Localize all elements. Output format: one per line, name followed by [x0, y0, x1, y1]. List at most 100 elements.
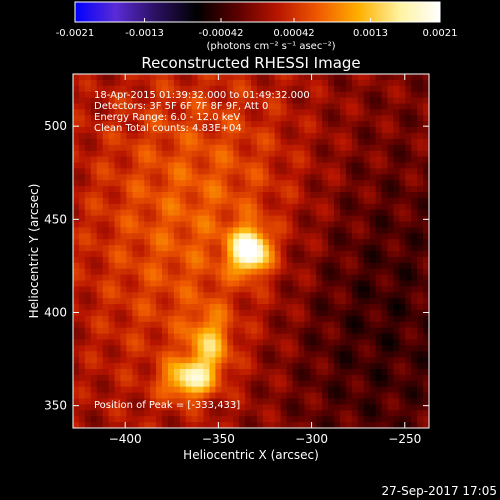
heatmap-cell — [399, 85, 406, 93]
heatmap-cell — [399, 97, 406, 104]
heatmap-cell — [298, 85, 305, 93]
heatmap-cell — [78, 292, 86, 299]
heatmap-cell — [268, 227, 276, 234]
heatmap-cell — [90, 227, 98, 234]
heatmap-cell — [156, 180, 163, 187]
heatmap-cell — [191, 197, 198, 205]
heatmap-cell — [345, 251, 353, 258]
heatmap-cell — [233, 221, 240, 228]
heatmap-cell — [351, 192, 359, 199]
heatmap-cell — [102, 416, 109, 423]
heatmap-cell — [304, 215, 311, 222]
heatmap-cell — [256, 162, 264, 169]
heatmap-cell — [114, 85, 121, 93]
heatmap-cell — [108, 351, 115, 358]
heatmap-cell — [351, 150, 359, 157]
heatmap-cell — [96, 197, 104, 205]
heatmap-cell — [245, 85, 252, 93]
heatmap-cell — [73, 156, 80, 163]
heatmap-cell — [310, 410, 317, 417]
heatmap-cell — [399, 298, 406, 305]
heatmap-cell — [203, 192, 210, 199]
heatmap-cell — [120, 321, 127, 329]
heatmap-cell — [292, 268, 299, 275]
heatmap-cell — [209, 315, 216, 323]
heatmap-cell — [387, 369, 394, 376]
heatmap-cell — [90, 138, 98, 146]
heatmap-cell — [150, 416, 157, 423]
heatmap-cell — [310, 251, 317, 258]
heatmap-cell — [268, 357, 276, 364]
heatmap-cell — [215, 292, 222, 299]
heatmap-cell — [387, 404, 394, 411]
heatmap-cell — [363, 416, 371, 423]
heatmap-cell — [245, 74, 252, 81]
heatmap-cell — [251, 121, 258, 128]
heatmap-cell — [340, 380, 347, 388]
heatmap-cell — [345, 327, 353, 334]
heatmap-cell — [173, 392, 181, 399]
heatmap-cell — [197, 192, 204, 199]
heatmap-cell — [84, 150, 92, 157]
heatmap-cell — [310, 197, 317, 205]
heatmap-cell — [298, 203, 305, 211]
heatmap-cell — [399, 345, 406, 352]
heatmap-cell — [209, 339, 216, 346]
heatmap-cell — [108, 239, 115, 246]
heatmap-cell — [340, 203, 347, 211]
heatmap-cell — [304, 97, 311, 104]
heatmap-cell — [286, 404, 293, 411]
heatmap-cell — [227, 262, 234, 270]
heatmap-cell — [114, 103, 121, 110]
heatmap-cell — [280, 321, 287, 329]
heatmap-cell — [191, 74, 198, 81]
heatmap-cell — [328, 345, 335, 352]
heatmap-cell — [90, 363, 98, 370]
heatmap-cell — [381, 192, 388, 199]
heatmap-cell — [292, 251, 299, 258]
heatmap-cell — [108, 115, 115, 122]
heatmap-cell — [268, 369, 276, 376]
heatmap-cell — [375, 315, 382, 323]
heatmap-cell — [239, 416, 246, 423]
heatmap-cell — [328, 374, 335, 382]
heatmap-cell — [340, 256, 347, 264]
heatmap-cell — [132, 79, 139, 87]
heatmap-cell — [78, 251, 86, 258]
heatmap-cell — [96, 209, 104, 216]
heatmap-cell — [156, 239, 163, 246]
heatmap-cell — [328, 239, 335, 246]
heatmap-cell — [233, 97, 240, 104]
heatmap-cell — [179, 304, 187, 311]
heatmap-cell — [369, 115, 376, 122]
heatmap-cell — [132, 168, 139, 175]
heatmap-cell — [322, 227, 329, 234]
heatmap-cell — [209, 109, 216, 116]
heatmap-cell — [209, 333, 216, 340]
heatmap-cell — [132, 339, 139, 346]
heatmap-cell — [381, 186, 388, 193]
heatmap-cell — [351, 310, 359, 317]
heatmap-cell — [185, 321, 193, 329]
heatmap-cell — [215, 127, 222, 134]
heatmap-cell — [173, 127, 181, 134]
heatmap-cell — [162, 97, 169, 104]
heatmap-cell — [221, 133, 228, 140]
heatmap-cell — [132, 192, 139, 199]
heatmap-cell — [132, 91, 139, 98]
heatmap-cell — [375, 245, 382, 252]
heatmap-cell — [84, 304, 92, 311]
heatmap-cell — [108, 268, 115, 275]
heatmap-cell — [262, 339, 270, 346]
heatmap-cell — [90, 268, 98, 275]
heatmap-cell — [292, 233, 299, 240]
heatmap-cell — [144, 369, 151, 376]
heatmap-cell — [405, 109, 412, 116]
heatmap-cell — [357, 221, 365, 228]
heatmap-cell — [102, 192, 109, 199]
heatmap-cell — [108, 203, 115, 211]
heatmap-cell — [316, 180, 323, 187]
heatmap-cell — [363, 221, 371, 228]
heatmap-cell — [375, 221, 382, 228]
heatmap-cell — [185, 97, 193, 104]
